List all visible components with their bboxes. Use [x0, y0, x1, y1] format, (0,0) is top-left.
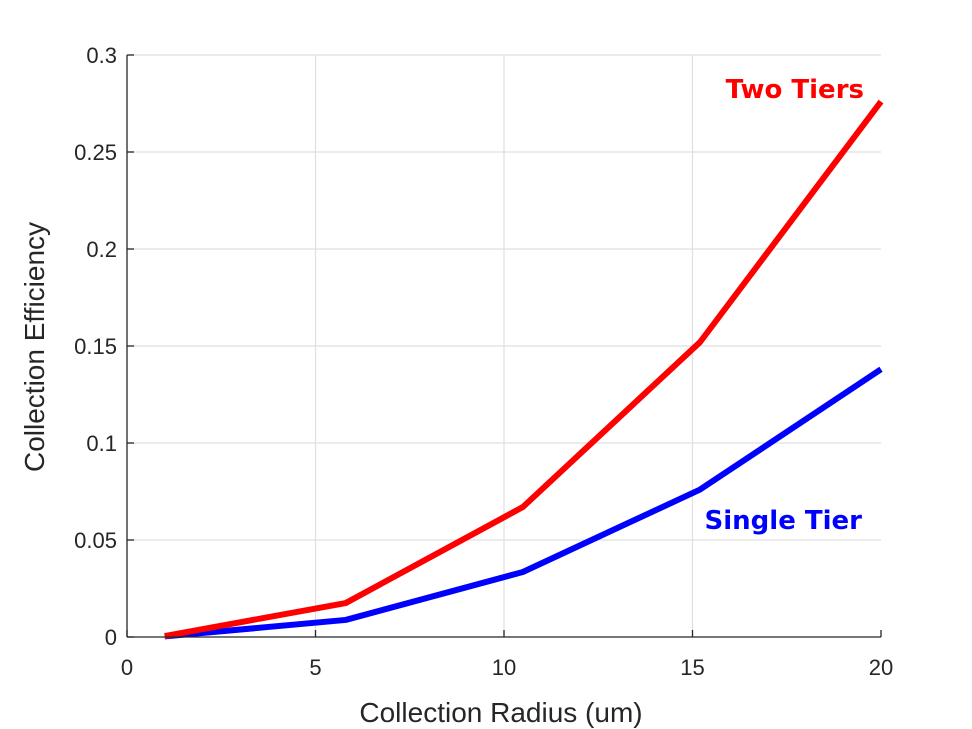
- x-axis-label: Collection Radius (um): [359, 697, 642, 728]
- y-tick-label: 0.25: [74, 140, 117, 165]
- y-tick-label: 0: [105, 625, 117, 650]
- y-tick-label: 0.05: [74, 528, 117, 553]
- x-tick-label: 5: [309, 655, 321, 680]
- series-line-two-tiers: [164, 99, 884, 639]
- x-tick-label: 10: [492, 655, 516, 680]
- y-tick-label: 0.3: [86, 43, 117, 68]
- x-tick-label: 15: [680, 655, 704, 680]
- tick-labels: 0 5 10 15 20 0 0.05 0.1 0.15 0.2 0.25 0.3: [74, 43, 893, 680]
- axes: [126, 54, 882, 638]
- series-label-single-tier: Single Tier: [705, 506, 863, 536]
- series-label-two-tiers: Two Tiers: [726, 75, 864, 105]
- series-line-single-tier: [164, 366, 883, 640]
- series-lines: [164, 99, 884, 640]
- grid: [127, 54, 881, 637]
- x-tick-label: 20: [869, 655, 893, 680]
- y-tick-label: 0.2: [86, 237, 117, 262]
- y-tick-label: 0.15: [74, 334, 117, 359]
- y-tick-label: 0.1: [86, 431, 117, 456]
- x-tick-label: 0: [121, 655, 133, 680]
- y-axis-label: Collection Efficiency: [19, 222, 50, 472]
